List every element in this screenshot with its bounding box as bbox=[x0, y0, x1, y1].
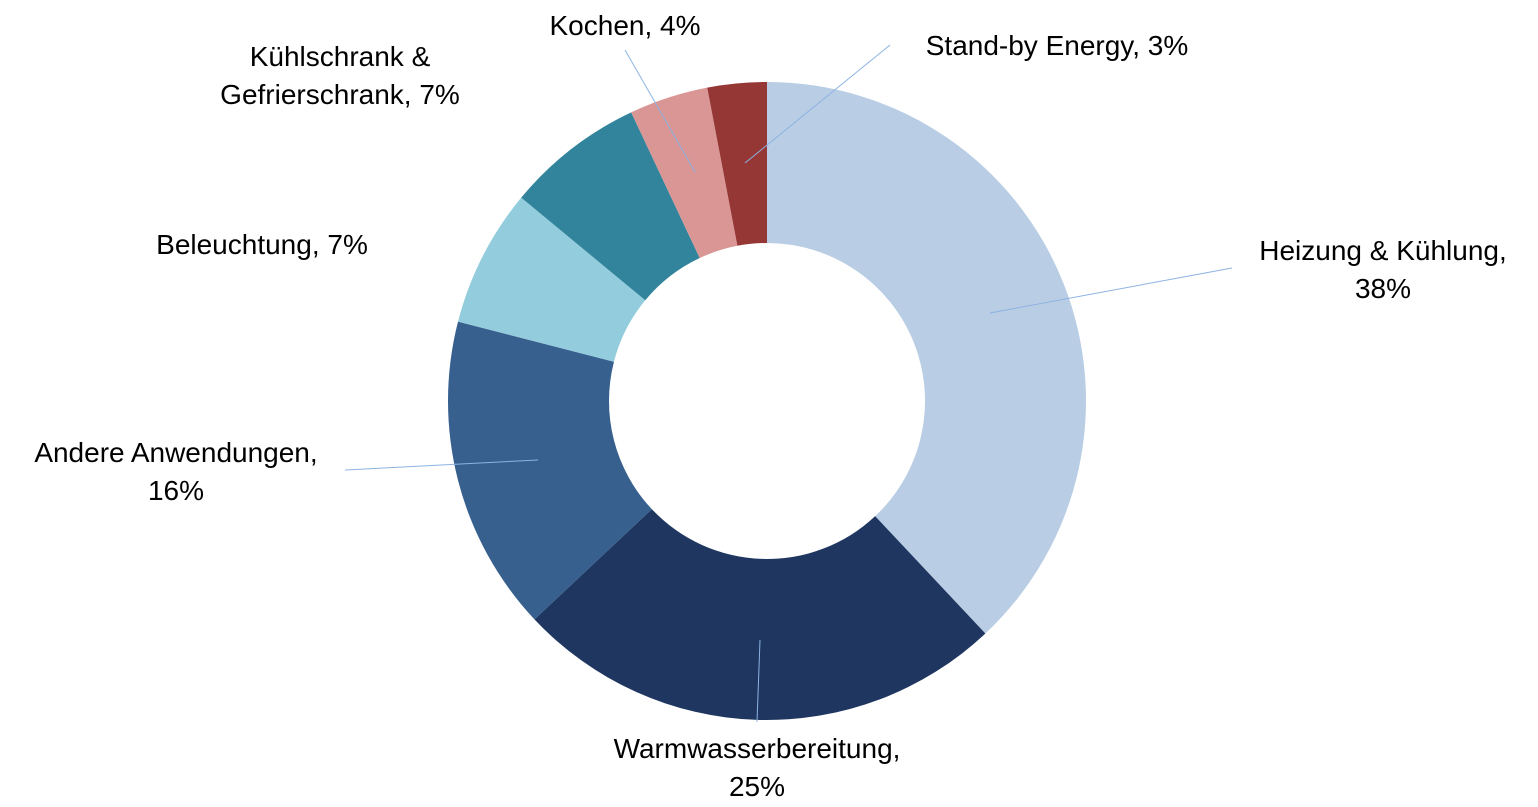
data-label: Kühlschrank & Gefrierschrank, 7% bbox=[220, 41, 460, 110]
donut-slice bbox=[534, 509, 986, 720]
donut-slice bbox=[448, 321, 652, 620]
leader-line bbox=[624, 49, 696, 173]
leader-line bbox=[744, 44, 891, 164]
data-label: Heizung & Kühlung, 38% bbox=[1259, 235, 1507, 304]
data-label: Beleuchtung, 7% bbox=[156, 229, 368, 260]
donut-slice bbox=[521, 112, 700, 301]
data-label: Warmwasserbereitung, 25% bbox=[613, 733, 901, 802]
leader-line bbox=[344, 459, 539, 471]
donut-slice bbox=[707, 82, 767, 246]
leader-line bbox=[989, 267, 1233, 314]
leader-line bbox=[756, 639, 761, 723]
data-label: Kochen, 4% bbox=[549, 10, 701, 41]
donut-slice bbox=[767, 82, 1086, 634]
donut-slice bbox=[631, 87, 738, 259]
donut-slice bbox=[458, 197, 646, 362]
data-label: Stand-by Energy, 3% bbox=[925, 30, 1189, 61]
data-label: Andere Anwendungen, 16% bbox=[34, 437, 318, 506]
